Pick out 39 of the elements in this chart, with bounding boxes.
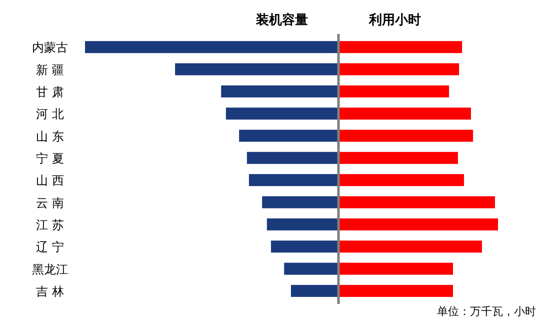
bar <box>339 63 460 76</box>
bar <box>226 108 338 120</box>
bar <box>290 284 338 297</box>
bar <box>270 240 338 253</box>
bar <box>339 108 471 120</box>
bar <box>239 130 338 142</box>
y-tick-label: 宁 夏 <box>36 151 64 166</box>
y-tick-label: 河 北 <box>36 107 64 122</box>
bar <box>175 63 338 76</box>
bar <box>339 130 474 142</box>
bar <box>284 262 338 275</box>
bar <box>248 174 338 186</box>
bar <box>85 41 338 54</box>
bar <box>221 85 338 98</box>
bar <box>339 196 495 208</box>
bar <box>266 218 338 230</box>
y-tick-label: 内蒙古 <box>32 40 68 55</box>
text: 单位：万千瓦，小时 <box>437 305 536 318</box>
y-tick-label: 新 疆 <box>36 62 64 77</box>
y-tick-label: 山 东 <box>36 129 64 144</box>
bar <box>339 152 458 164</box>
y-tick-label: 辽 宁 <box>36 240 64 254</box>
y-tick-label: 黑龙江 <box>32 262 68 276</box>
bar <box>339 218 498 230</box>
y-tick-label: 山 西 <box>36 174 64 188</box>
bar <box>339 262 454 275</box>
series-label: 利用小时 <box>368 12 421 28</box>
y-tick-label: 江 苏 <box>36 218 64 232</box>
bar <box>339 174 464 186</box>
bar <box>339 240 482 253</box>
y-tick-label: 甘 肃 <box>36 84 64 99</box>
series-label: 装机容量 <box>255 12 308 28</box>
y-tick-label: 云 南 <box>36 196 64 210</box>
bar <box>339 284 454 297</box>
bar <box>339 85 450 98</box>
y-tick-label: 吉 林 <box>36 284 64 298</box>
bar <box>246 152 338 164</box>
bar <box>339 41 462 54</box>
bar <box>262 196 338 208</box>
